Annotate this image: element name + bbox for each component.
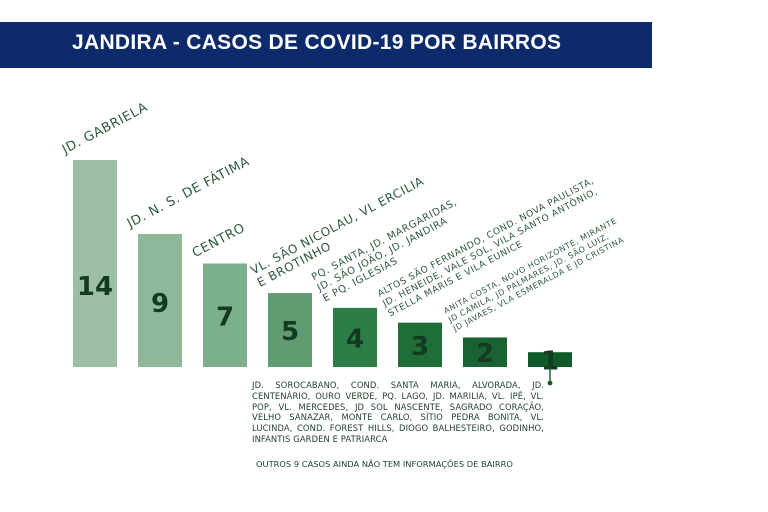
bar-value-label: 1 [541, 347, 559, 377]
bar-5 [333, 307, 377, 367]
category-label-line: JD. GABRIELA [59, 100, 151, 158]
bar-4 [268, 293, 312, 367]
bar-value-label: 3 [411, 332, 429, 362]
bar-8 [528, 352, 572, 367]
bar-value-label: 2 [476, 339, 494, 369]
category-label: JD. N. S. DE FÁTIMA [123, 153, 252, 232]
bar-6 [398, 322, 442, 367]
connector-dot [547, 380, 553, 386]
header-banner: JANDIRA - CASOS DE COVID-19 POR BAIRROS [0, 22, 652, 68]
bar-value-label: 9 [151, 289, 169, 319]
category-label: JD. GABRIELA [59, 100, 151, 158]
bar-7 [463, 337, 507, 367]
category-label-line: CENTRO [190, 221, 248, 261]
bar-value-label: 7 [216, 302, 234, 332]
bar-value-label: 5 [281, 317, 299, 347]
footnote: OUTROS 9 CASOS AINDA NÃO TEM INFORMAÇÕES… [256, 459, 513, 469]
bar-value-label: 14 [77, 272, 113, 302]
page-title: JANDIRA - CASOS DE COVID-19 POR BAIRROS [72, 31, 562, 54]
bar-3 [203, 263, 247, 367]
bar-2 [138, 233, 182, 367]
category-label: CENTRO [190, 221, 248, 261]
last-bar-neighborhoods: JD. SOROCABANO, COND. SANTA MARIA, ALVOR… [252, 380, 544, 444]
category-label-line: JD. N. S. DE FÁTIMA [123, 153, 252, 232]
bar-value-label: 4 [346, 324, 364, 354]
bar-1 [73, 160, 117, 367]
